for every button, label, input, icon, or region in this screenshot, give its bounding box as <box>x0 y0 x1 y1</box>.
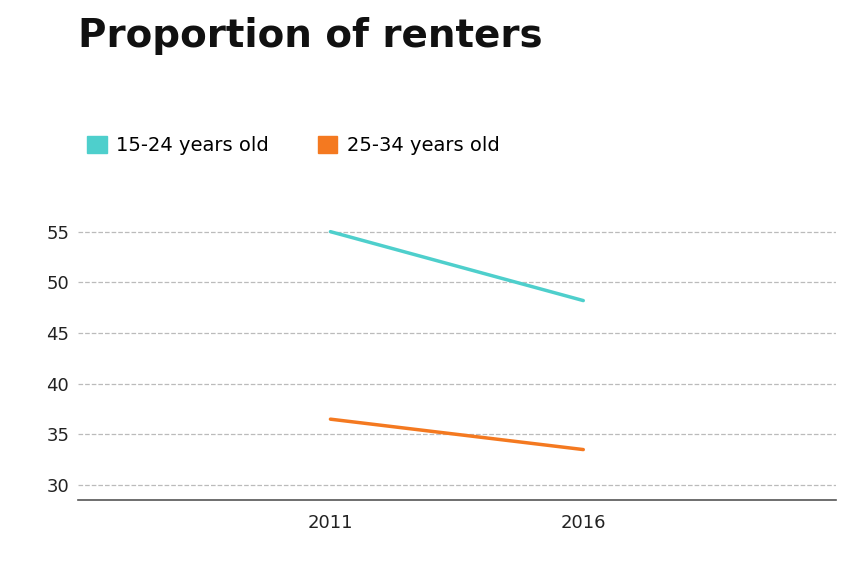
Legend: 15-24 years old, 25-34 years old: 15-24 years old, 25-34 years old <box>87 136 499 155</box>
Text: Proportion of renters: Proportion of renters <box>77 17 542 55</box>
